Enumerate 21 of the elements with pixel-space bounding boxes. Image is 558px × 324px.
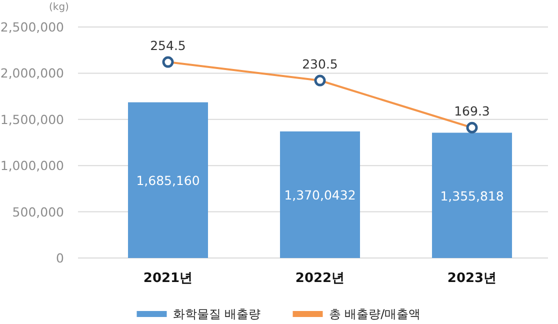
x-tick-label: 2023년	[447, 271, 497, 286]
bar	[432, 132, 512, 258]
x-tick-label: 2022년	[295, 271, 345, 286]
y-tick-label: 2,000,000	[0, 66, 64, 81]
y-tick-label: 1,500,000	[0, 112, 64, 127]
legend-label: 총 배출량/매출액	[328, 307, 421, 321]
legend-label: 화학물질 배출량	[172, 307, 261, 321]
y-tick-label: 1,000,000	[0, 158, 64, 174]
data-label: 1,355,818	[440, 188, 504, 204]
y-tick-label: 0	[56, 250, 64, 266]
data-label: 254.5	[150, 38, 186, 54]
data-label: 1,685,160	[136, 173, 200, 188]
y-axis-title: (kg)	[49, 2, 70, 13]
bar	[128, 102, 208, 258]
y-tick-label: 2,500,000	[0, 20, 64, 34]
data-label: 1,370,0432	[284, 188, 356, 203]
y-tick-label: 500,000	[12, 204, 64, 220]
data-label: 230.5	[302, 56, 338, 72]
data-label: 169.3	[454, 104, 490, 119]
x-tick-label: 2021년	[143, 271, 193, 286]
bar	[280, 131, 360, 258]
